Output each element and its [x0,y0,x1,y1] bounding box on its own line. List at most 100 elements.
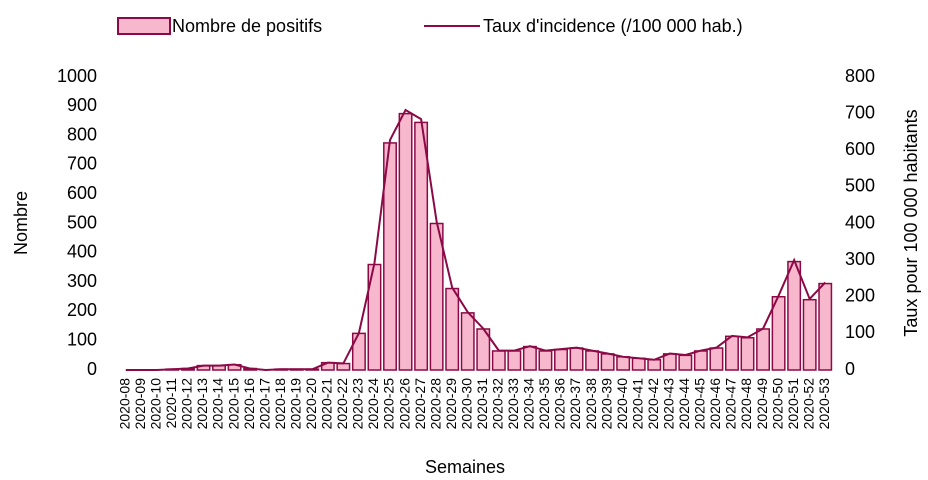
x-tick-label: 2020-14 [210,378,226,430]
bar [414,121,429,371]
x-tick-label: 2020-31 [474,378,490,430]
y-tick-label: 0 [87,359,97,379]
x-tick-label: 2020-09 [132,378,148,430]
x-tick-label: 2020-16 [241,378,257,430]
y-tick-label: 600 [67,183,97,203]
x-tick-label: 2020-20 [303,378,319,430]
x-tick-label: 2020-39 [598,378,614,430]
bar [585,350,600,371]
legend-label: Nombre de positifs [172,16,322,36]
bar [787,260,802,371]
x-tick-label: 2020-29 [443,378,459,430]
bar [631,357,646,371]
y2-tick-label: 400 [845,212,875,232]
line [125,108,826,372]
y-tick-label: 200 [67,300,97,320]
bar [600,353,615,371]
x-tick-label: 2020-41 [629,378,645,430]
bar [678,354,693,371]
x-tick-label: 2020-51 [785,378,801,430]
x-tick-label: 2020-43 [660,378,676,430]
bar [616,356,631,371]
x-tick-label: 2020-35 [536,378,552,430]
bar [336,362,351,371]
y2-tick-label: 600 [845,139,875,159]
y-tick-label: 900 [67,95,97,115]
x-tick-label: 2020-44 [676,378,692,430]
y-tick-label: 300 [67,271,97,291]
y2-axis-label: Taux pour 100 000 habitants [901,109,921,336]
bar [522,345,537,371]
bar [771,296,786,371]
x-tick-label: 2020-19 [287,378,303,430]
bar [818,282,833,371]
y2-tick-label: 100 [845,322,875,342]
x-tick-label: 2020-21 [319,378,335,430]
x-tick-label: 2020-52 [800,378,816,430]
bar [693,350,708,371]
x-tick-label: 2020-33 [505,378,521,430]
x-tick-label: 2020-48 [738,378,754,430]
y2-tick-label: 0 [845,359,855,379]
y2-tick-label: 500 [845,176,875,196]
x-tick-label: 2020-28 [427,378,443,430]
x-tick-label: 2020-26 [396,378,412,430]
x-axis-label: Semaines [425,457,505,477]
y-tick-label: 100 [67,329,97,349]
x-tick-label: 2020-25 [381,378,397,430]
legend-swatch [117,17,171,35]
y-tick-label: 500 [67,212,97,232]
bar [398,112,413,371]
x-tick-label: 2020-36 [552,378,568,430]
bar [351,332,366,371]
bar [507,350,522,371]
x-tick-label: 2020-46 [707,378,723,430]
bar [725,335,739,371]
x-tick-label: 2020-10 [148,378,164,430]
x-tick-label: 2020-11 [163,378,179,429]
bar [569,347,584,371]
bar [538,350,553,371]
x-tick-label: 2020-13 [194,378,210,430]
x-tick-label: 2020-08 [116,378,132,430]
bar [429,222,444,371]
x-tick-label: 2020-37 [567,378,583,430]
y-tick-label: 1000 [57,66,97,86]
x-tick-label: 2020-53 [816,378,832,430]
bar [756,328,771,371]
x-tick-label: 2020-34 [521,378,537,430]
y-tick-label: 400 [67,242,97,262]
y-tick-label: 700 [67,154,97,174]
y-tick-label: 800 [67,124,97,144]
x-tick-label: 2020-23 [350,378,366,430]
x-tick-label: 2020-22 [334,378,350,430]
x-tick-label: 2020-18 [272,378,288,430]
y2-tick-label: 800 [845,66,875,86]
bar [554,348,568,371]
x-tick-label: 2020-15 [225,378,241,430]
x-tick-label: 2020-27 [412,378,428,430]
x-tick-label: 2020-12 [179,378,195,430]
y-axis-label: Nombre [11,191,31,255]
bar [740,337,755,371]
x-tick-label: 2020-47 [723,378,739,430]
bar [647,358,662,371]
y2-tick-label: 300 [845,249,875,269]
x-tick-label: 2020-32 [490,378,506,430]
bar [802,298,817,371]
x-tick-label: 2020-50 [769,378,785,430]
bar [709,347,724,371]
x-tick-label: 2020-42 [645,378,661,430]
x-tick-label: 2020-49 [754,378,770,430]
bar [491,350,506,371]
x-tick-label: 2020-40 [614,378,630,430]
legend-label: Taux d'incidence (/100 000 hab.) [483,16,743,36]
x-tick-label: 2020-45 [692,378,708,430]
bar [445,287,460,371]
y2-tick-label: 700 [845,102,875,122]
bar [460,312,475,371]
y2-tick-label: 200 [845,286,875,306]
x-tick-label: 2020-24 [365,378,381,430]
x-tick-label: 2020-30 [458,378,474,430]
